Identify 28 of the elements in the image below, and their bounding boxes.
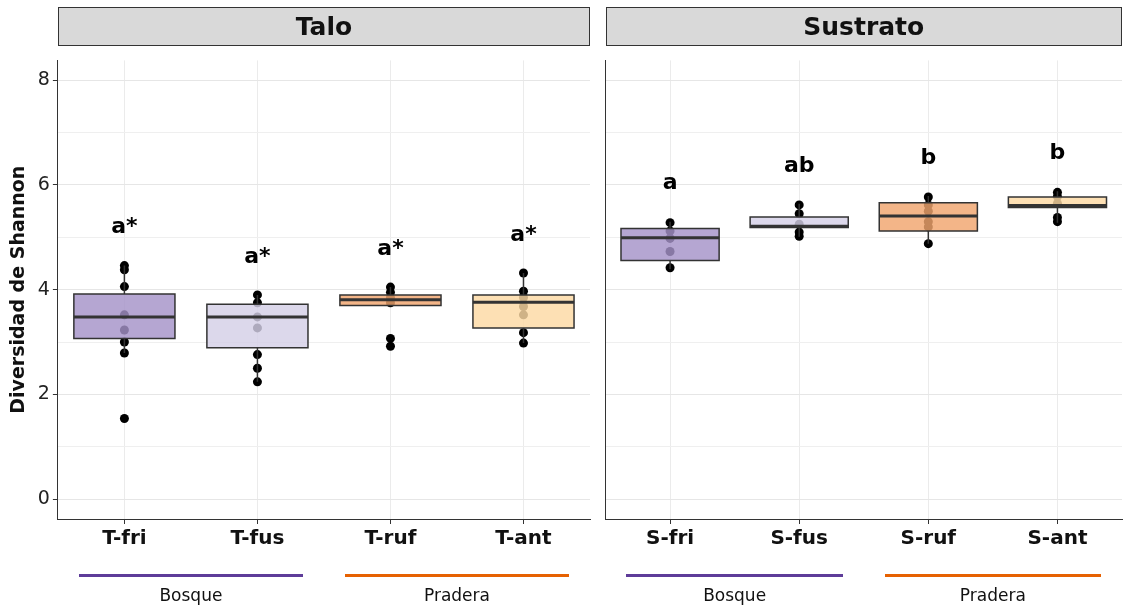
text: Bosque	[159, 585, 223, 605]
x-tick-label: T-ant	[495, 525, 553, 550]
text: Pradera	[423, 585, 490, 605]
annotation: a*	[111, 213, 139, 239]
y-axis-title: Diversidad de Shannon	[6, 165, 29, 414]
y-tick-label: 8	[37, 67, 50, 90]
y-tick-label: 2	[37, 381, 50, 404]
x-tick-label: T-ruf	[364, 525, 417, 550]
x-tick-label: S-ruf	[900, 525, 957, 550]
x-tick-label: T-fri	[102, 525, 147, 550]
chart-title: Talo	[57, 7, 590, 46]
annotation: a*	[510, 220, 538, 246]
annotation: a*	[244, 242, 272, 268]
annotation: b	[920, 143, 937, 169]
x-tick-label: S-fus	[770, 525, 828, 550]
annotation: a	[662, 169, 678, 195]
text: Pradera	[959, 585, 1026, 605]
y-tick-label: 4	[37, 276, 50, 299]
annotation: b	[1049, 139, 1066, 164]
chart-title: Sustrato	[605, 7, 1122, 46]
y-tick-label: 6	[37, 171, 50, 194]
annotation: ab	[783, 151, 815, 177]
annotation: a*	[377, 234, 405, 260]
x-tick-label: S-ant	[1027, 525, 1088, 550]
text: Bosque	[703, 585, 767, 605]
y-tick-label: 0	[37, 486, 50, 509]
x-tick-label: S-fri	[646, 525, 695, 550]
x-tick-label: T-fus	[230, 525, 285, 550]
